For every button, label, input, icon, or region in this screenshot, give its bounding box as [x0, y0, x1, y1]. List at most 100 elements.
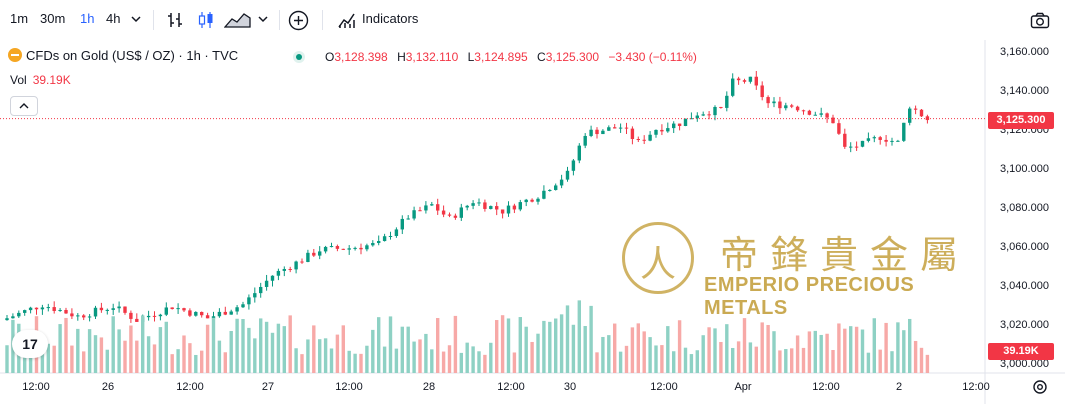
x-tick-label: Apr	[734, 381, 751, 393]
volume-bar	[253, 338, 257, 373]
volume-bar	[347, 350, 351, 373]
camera-icon[interactable]	[1030, 12, 1050, 29]
compare-add-icon[interactable]	[288, 10, 309, 31]
candle-body	[388, 235, 393, 237]
last-price-tag: 3,125.300	[988, 112, 1054, 129]
candle-body	[341, 248, 345, 250]
volume-bar	[884, 322, 888, 373]
close-value: 3,125.300	[545, 50, 600, 64]
candle-body	[288, 268, 292, 270]
candle-body	[719, 106, 723, 108]
volume-bar	[99, 337, 104, 373]
volume-bar	[825, 333, 829, 373]
x-tick-label: 12:00	[962, 381, 990, 393]
settings-icon[interactable]	[1031, 378, 1049, 396]
candle-body	[896, 140, 900, 142]
volume-bar	[465, 342, 469, 373]
volume-bar	[554, 318, 558, 373]
candle-body	[536, 198, 540, 202]
chevron-up-icon	[19, 103, 29, 109]
volume-bar	[695, 350, 699, 373]
candle-body	[890, 140, 894, 142]
candle-body	[642, 139, 646, 141]
chevron-down-icon[interactable]	[258, 16, 268, 24]
candle-body	[459, 207, 463, 218]
indicators-icon[interactable]	[337, 11, 357, 29]
volume-bar	[5, 345, 9, 373]
volume-bar	[288, 315, 292, 373]
candle-body	[666, 128, 670, 132]
candle-body	[707, 114, 711, 116]
candle-body	[636, 138, 640, 140]
candle-body	[235, 307, 239, 312]
candle-body	[583, 135, 587, 146]
volume-bar	[447, 345, 452, 373]
x-tick-label: 30	[564, 381, 576, 393]
volume-bar	[754, 346, 758, 373]
volume-bar	[565, 305, 570, 373]
volume-bar	[719, 341, 723, 373]
volume-bar	[731, 347, 735, 373]
volume-bar	[607, 335, 611, 373]
watermark: 帝鋒貴金屬 EMPERIO PRECIOUS METALS	[622, 222, 1002, 319]
interval-4h[interactable]: 4h	[106, 11, 121, 26]
volume-bar	[200, 350, 204, 373]
candle-body	[624, 127, 629, 129]
candles-icon[interactable]	[196, 10, 216, 30]
candle-body	[677, 123, 682, 127]
gold-symbol-icon	[8, 48, 22, 62]
candle-body	[772, 101, 776, 104]
volume-bar	[359, 353, 363, 373]
volume-bar	[595, 352, 599, 373]
volume-bar	[666, 326, 670, 373]
open-value: 3,128.398	[334, 50, 388, 64]
volume-bar	[170, 354, 174, 373]
market-status-icon[interactable]	[293, 51, 305, 63]
candle-body	[146, 315, 151, 318]
candle-body	[276, 270, 281, 276]
symbol-title[interactable]: CFDs on Gold (US$ / OZ) · 1h · TVC	[26, 48, 239, 63]
candle-body	[683, 118, 688, 127]
candle-body	[306, 252, 310, 262]
candle-body	[217, 311, 222, 317]
volume-label: Vol	[10, 73, 27, 87]
volume-bar	[217, 340, 222, 373]
candle-body	[394, 229, 399, 236]
volume-bar	[795, 335, 800, 373]
tradingview-logo[interactable]: 17	[12, 330, 48, 358]
chevron-down-icon[interactable]	[131, 16, 141, 24]
volume-bar	[418, 339, 422, 373]
indicators-button[interactable]: Indicators	[362, 11, 419, 26]
candle-body	[441, 210, 446, 215]
interval-30m[interactable]: 30m	[40, 11, 66, 26]
candle-body	[64, 309, 68, 314]
candle-body	[742, 80, 747, 82]
candle-body	[424, 205, 428, 211]
volume-bar	[412, 341, 416, 373]
candle-body	[500, 209, 505, 214]
volume-bar	[672, 351, 676, 373]
candle-body	[577, 145, 581, 161]
volume-bar	[601, 336, 605, 373]
volume-bar	[365, 345, 369, 373]
collapse-legend-button[interactable]	[10, 96, 38, 116]
volume-bar	[489, 342, 493, 373]
candle-body	[613, 127, 617, 129]
candle-body	[530, 199, 534, 202]
interval-1h[interactable]: 1h	[80, 11, 95, 26]
candle-body	[465, 205, 469, 208]
candle-body	[512, 205, 517, 210]
volume-bar	[111, 316, 115, 373]
bar-chart-icon[interactable]	[165, 10, 185, 30]
x-tick-label: 12:00	[650, 381, 678, 393]
interval-1m[interactable]: 1m	[10, 11, 29, 26]
candle-body	[400, 218, 404, 230]
area-chart-icon[interactable]	[224, 10, 252, 30]
candle-body	[695, 115, 699, 119]
volume-bar	[323, 338, 328, 373]
candle-body	[223, 311, 227, 315]
candle-body	[878, 137, 882, 140]
candle-body	[595, 129, 599, 135]
volume-bar	[512, 352, 517, 373]
